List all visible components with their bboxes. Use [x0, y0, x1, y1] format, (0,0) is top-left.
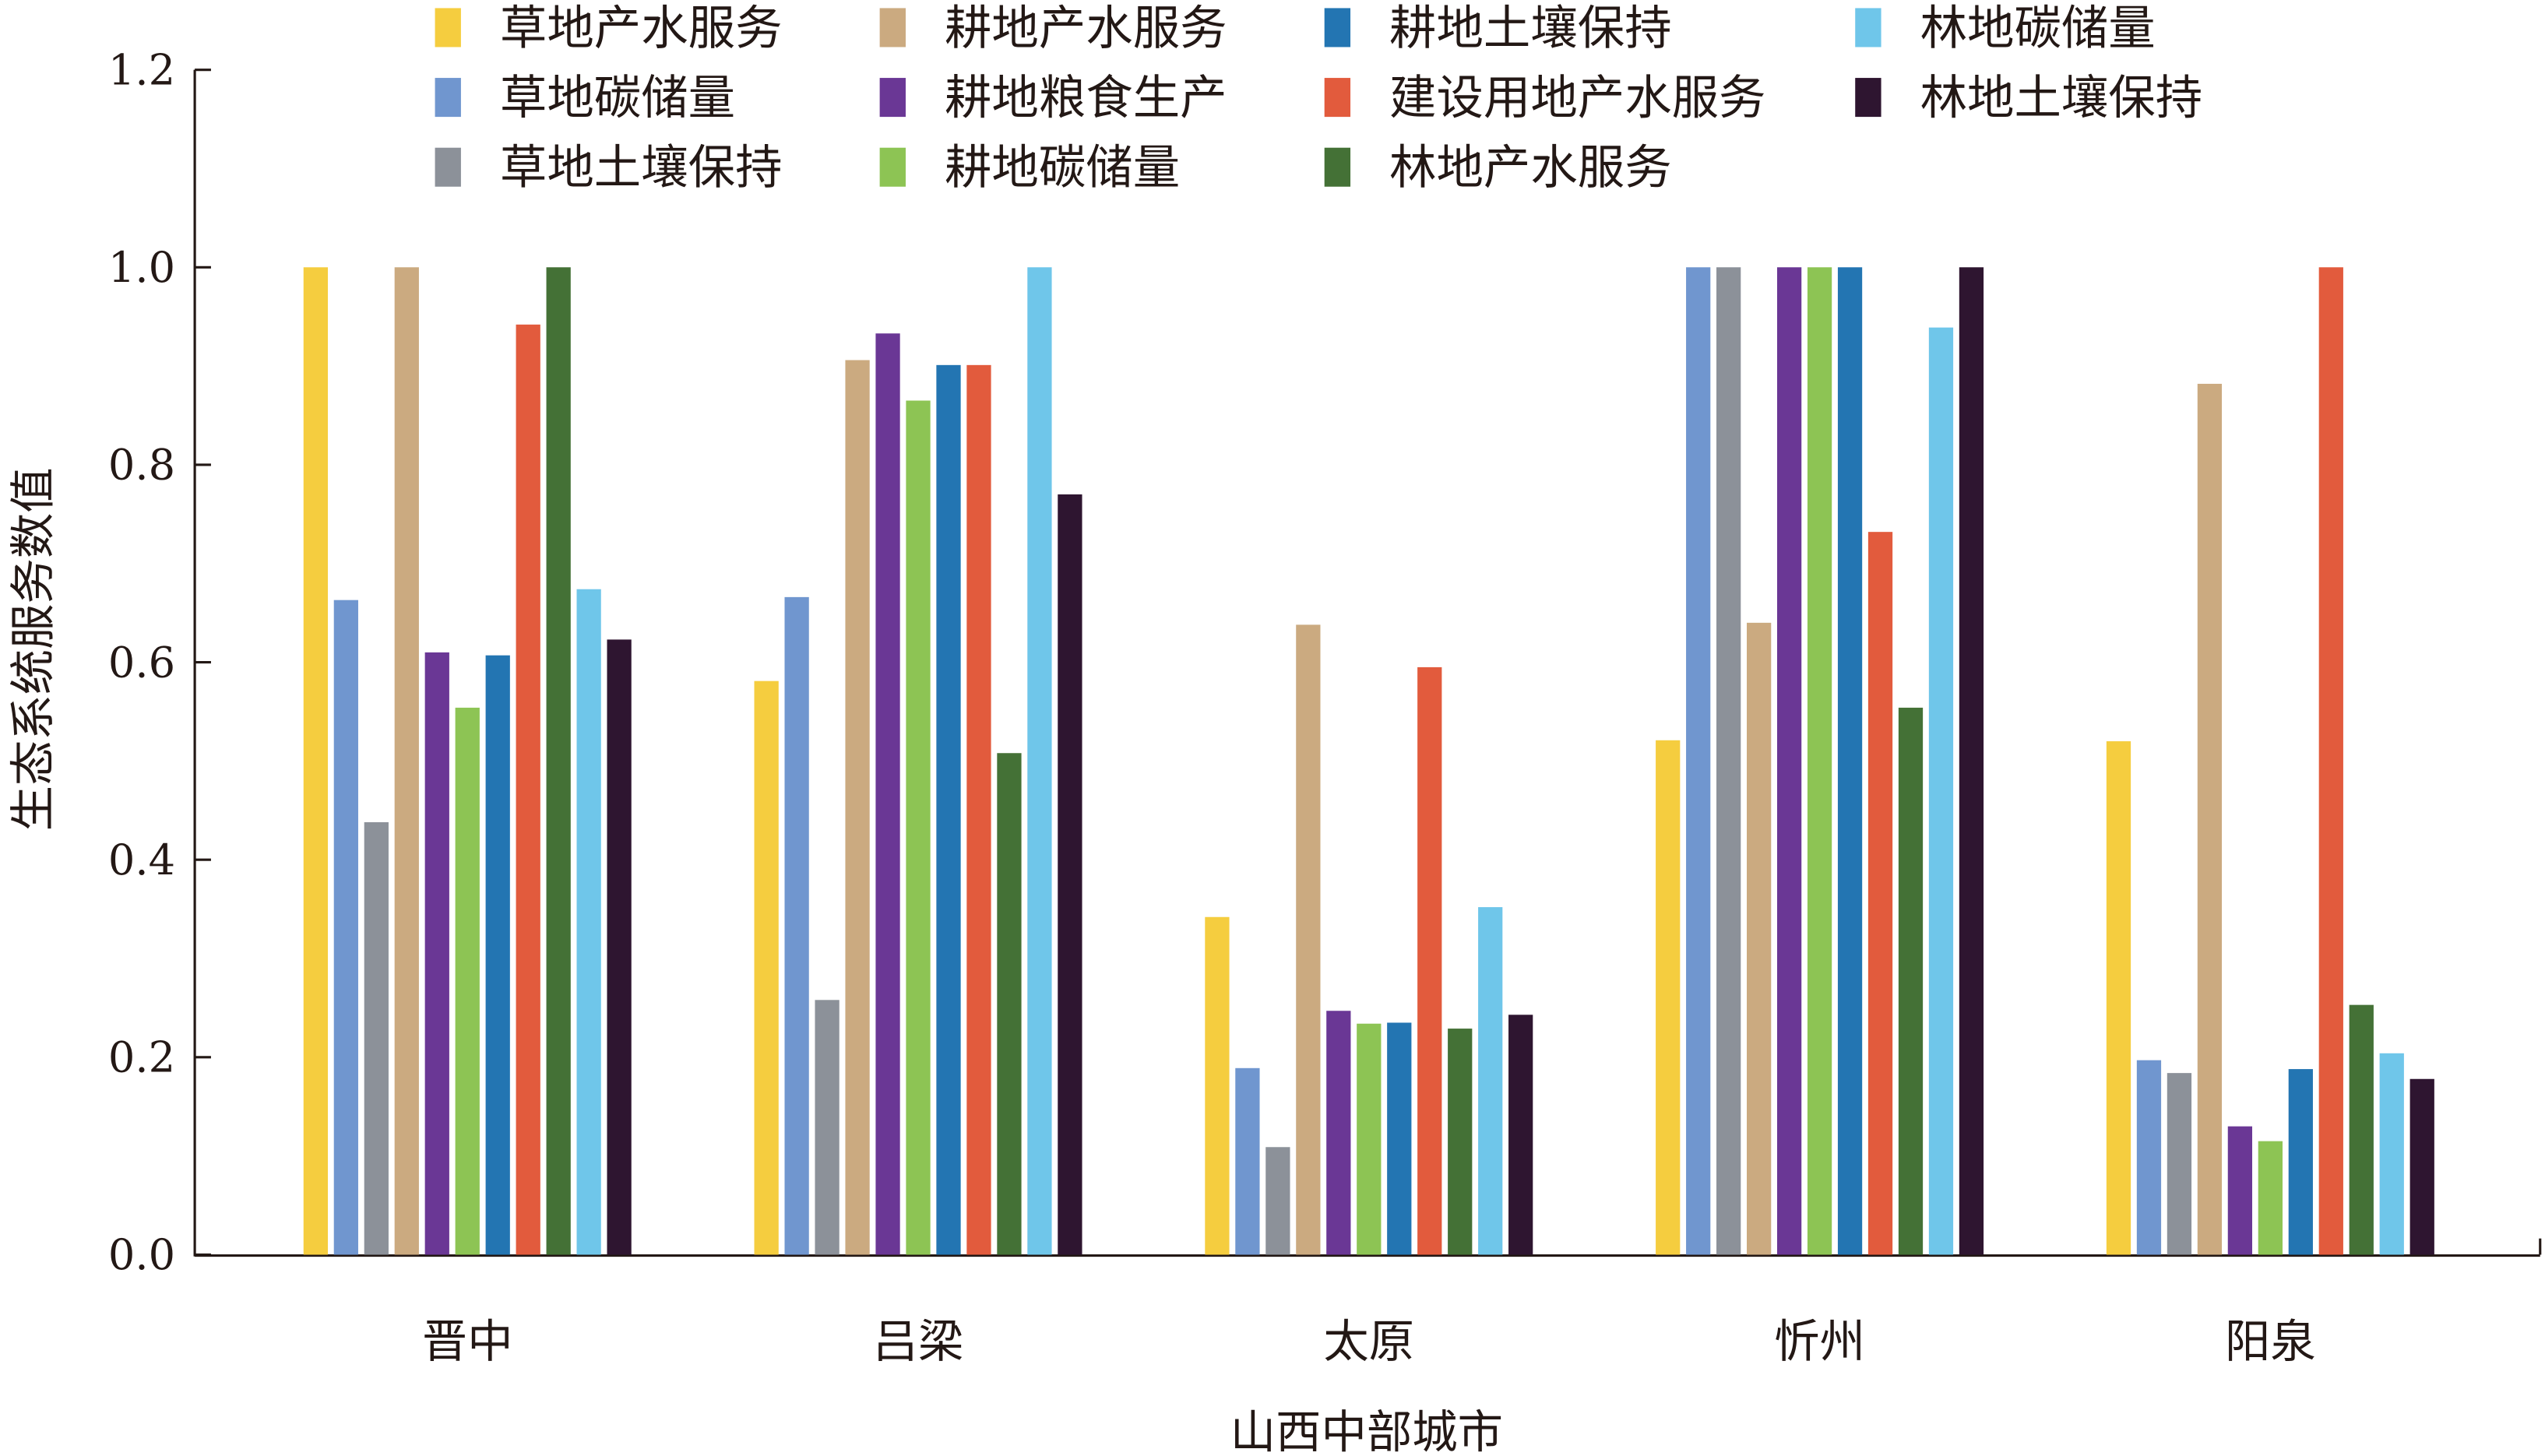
x-tick-label: 阳泉	[2225, 1315, 2316, 1368]
bar	[1387, 1022, 1412, 1255]
legend-label: 林地产水服务	[1389, 141, 1672, 195]
bar	[1235, 1067, 1260, 1255]
bar	[1776, 267, 1802, 1255]
bar	[966, 364, 991, 1255]
bar	[1417, 666, 1442, 1255]
bar	[424, 652, 449, 1255]
bar	[1448, 1029, 1473, 1255]
bar	[1807, 267, 1832, 1255]
legend-swatch	[435, 147, 461, 187]
bar	[997, 753, 1022, 1255]
bar	[455, 707, 480, 1255]
legend-swatch	[1324, 78, 1351, 118]
bar	[2167, 1073, 2192, 1255]
bar	[364, 822, 389, 1255]
bars	[303, 267, 2434, 1255]
x-tick-label: 太原	[1323, 1315, 1414, 1368]
y-tick-label: 1.2	[108, 45, 175, 94]
bar	[2379, 1053, 2404, 1255]
legend-swatch	[879, 147, 906, 187]
bar	[2409, 1078, 2434, 1255]
legend-swatch	[435, 8, 461, 47]
legend-label: 草地土壤保持	[500, 141, 783, 195]
legend-label: 草地产水服务	[500, 1, 783, 55]
bar	[2288, 1069, 2313, 1255]
bar	[906, 400, 931, 1255]
bar	[1478, 907, 1503, 1255]
legend-label: 耕地土壤保持	[1389, 1, 1672, 55]
bar	[1898, 707, 1924, 1255]
bar	[1508, 1015, 1533, 1255]
y-tick-label: 0.0	[108, 1230, 175, 1279]
bar	[394, 267, 419, 1255]
y-axis-label: 生态系统服务数值	[7, 467, 60, 831]
bar	[1357, 1023, 1382, 1255]
bar	[1867, 532, 1893, 1255]
bar	[815, 1000, 840, 1255]
bar	[1686, 267, 1711, 1255]
bar	[936, 364, 961, 1255]
bar	[1027, 267, 1052, 1255]
bar	[607, 639, 632, 1255]
legend-label: 林地土壤保持	[1920, 71, 2203, 125]
legend-label: 耕地粮食生产	[945, 71, 1227, 125]
x-ticks: 晋中 吕梁 太原 忻州 阳泉	[422, 1238, 2542, 1368]
bar	[1058, 494, 1082, 1255]
legend-label: 草地碳储量	[500, 71, 735, 125]
bar	[333, 600, 358, 1255]
bar	[2197, 383, 2223, 1255]
bar	[754, 681, 779, 1255]
bar	[1205, 916, 1230, 1255]
legend-label: 耕地产水服务	[945, 1, 1227, 55]
y-tick-label: 0.6	[108, 638, 175, 687]
bar	[2258, 1141, 2283, 1255]
y-ticks: 0.0 0.2 0.4 0.6 0.8 1.0 1.2	[108, 45, 211, 1279]
legend-swatch	[1855, 78, 1881, 118]
legend-swatch	[1324, 147, 1351, 187]
legend-swatch	[879, 8, 906, 47]
bar	[784, 596, 809, 1255]
bar	[875, 333, 900, 1255]
legend-swatch	[1855, 8, 1881, 47]
bar	[1746, 622, 1772, 1255]
bar	[2106, 741, 2131, 1255]
x-tick-label: 晋中	[422, 1315, 513, 1368]
bar	[2136, 1060, 2162, 1255]
bar	[576, 589, 601, 1255]
y-tick-label: 0.8	[108, 441, 175, 490]
legend-swatch	[879, 78, 906, 118]
x-tick-label: 忻州	[1774, 1315, 1865, 1368]
bar	[1837, 267, 1863, 1255]
bar	[485, 655, 510, 1255]
legend-swatch	[435, 78, 461, 118]
bar	[1928, 327, 1954, 1255]
bar	[1265, 1147, 1290, 1255]
bar	[2318, 267, 2343, 1255]
bar	[546, 267, 571, 1255]
x-tick-label: 吕梁	[873, 1315, 964, 1368]
y-tick-label: 0.4	[108, 835, 175, 885]
bar	[845, 360, 870, 1255]
bar	[516, 324, 540, 1255]
bar	[1959, 267, 1984, 1255]
bar	[2227, 1126, 2253, 1255]
legend-swatch	[1324, 8, 1351, 47]
bar	[1716, 267, 1741, 1255]
bar	[1296, 624, 1321, 1255]
x-axis-label: 山西中部城市	[1230, 1406, 1503, 1456]
bar	[2349, 1004, 2374, 1255]
legend-label: 建设用地产水服务	[1389, 71, 1765, 125]
y-tick-label: 1.0	[108, 243, 175, 292]
y-tick-label: 0.2	[108, 1033, 175, 1082]
legend-label: 林地碳储量	[1920, 1, 2156, 55]
bar	[1656, 740, 1681, 1255]
legend-label: 耕地碳储量	[945, 141, 1180, 195]
bar	[303, 267, 329, 1255]
bar	[1326, 1011, 1351, 1255]
